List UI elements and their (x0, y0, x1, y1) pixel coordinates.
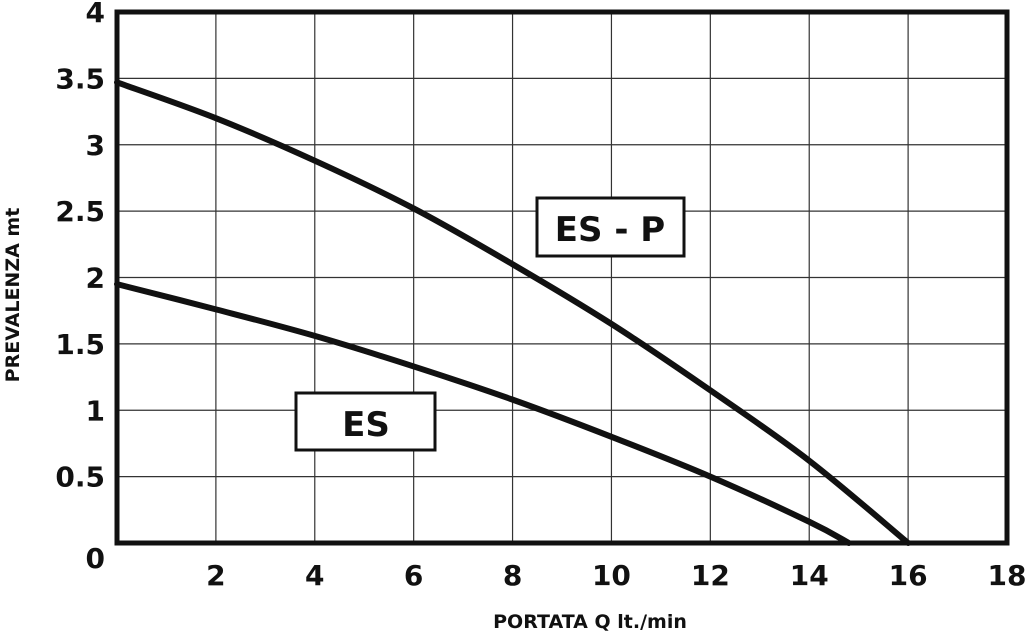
x-tick-label: 16 (889, 559, 928, 592)
series-label-es-p: ES - P (535, 196, 686, 258)
y-axis-label: PREVALENZA mt (2, 208, 24, 383)
x-tick-label: 14 (790, 559, 829, 592)
series-label-es-p-box (535, 196, 686, 258)
y-tick-label: 1 (86, 394, 105, 427)
series-line-es-p (114, 79, 912, 546)
y-tick-label: 2 (86, 262, 105, 295)
series-label-es-box (294, 391, 437, 452)
x-tick-label: 6 (404, 559, 423, 592)
x-tick-label: 12 (691, 559, 730, 592)
x-tick-label: 18 (988, 559, 1027, 592)
y-tick-label: 4 (86, 0, 105, 29)
series-label-es: ES (294, 391, 437, 452)
grid (117, 12, 1007, 543)
x-tick-label: 10 (592, 559, 631, 592)
y-tick-label: 2.5 (55, 195, 105, 228)
x-tick-labels: 2 4 6 8 10 12 14 16 18 (206, 559, 1026, 592)
x-axis-label: PORTATA Q lt./min (493, 611, 687, 633)
y-tick-label: 0 (86, 542, 105, 575)
y-tick-label: 1.5 (55, 328, 105, 361)
y-tick-labels: 0 0.5 1 1.5 2 2.5 3 3.5 4 (55, 0, 105, 575)
series-label-es-p-text: ES - P (555, 210, 665, 250)
y-tick-label: 0.5 (55, 461, 105, 494)
x-tick-label: 8 (503, 559, 522, 592)
y-tick-label: 3.5 (55, 62, 105, 95)
curves (114, 79, 912, 546)
x-tick-label: 2 (206, 559, 225, 592)
series-line-es (114, 281, 852, 546)
y-tick-label: 3 (86, 129, 105, 162)
plot-frame (114, 9, 1010, 546)
x-tick-label: 4 (305, 559, 324, 592)
series-label-es-text: ES (342, 405, 390, 445)
